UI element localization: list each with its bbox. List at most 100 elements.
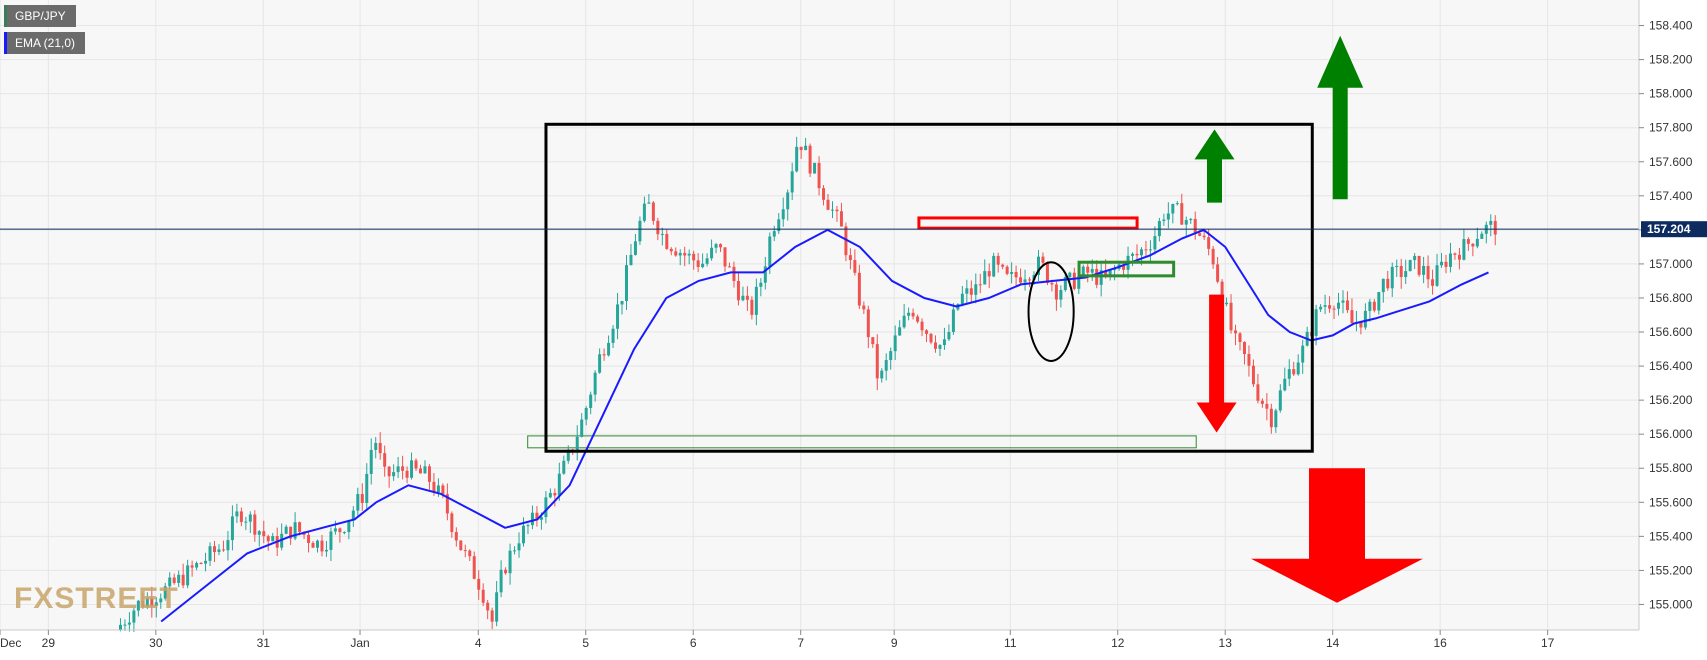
candle-body	[320, 540, 324, 552]
candle-body	[1493, 220, 1497, 235]
y-tick-label: 156.200	[1649, 393, 1693, 407]
candle-body	[1063, 277, 1067, 291]
candle-body	[1390, 266, 1394, 289]
candle-body	[1260, 400, 1264, 404]
candle-body	[1408, 260, 1412, 272]
legend-ema[interactable]: EMA (21,0)	[4, 32, 86, 54]
candle-body	[719, 244, 723, 248]
candle-body	[1234, 330, 1238, 334]
candle-body	[204, 560, 208, 564]
candle-body	[951, 309, 955, 333]
candle-body	[235, 511, 239, 517]
candle-body	[418, 468, 422, 474]
candle-body	[1274, 410, 1278, 428]
candle-body	[1296, 362, 1300, 375]
candle-body	[293, 522, 297, 539]
candle-body	[1444, 261, 1448, 267]
candle-body	[1086, 266, 1090, 273]
grid	[0, 0, 1639, 630]
candle-body	[289, 526, 293, 539]
candle-body	[495, 592, 499, 622]
candle-body	[136, 600, 140, 611]
candle-body	[947, 332, 951, 340]
candle-body	[521, 525, 525, 544]
candle-body	[1319, 306, 1323, 310]
resistance-zone	[917, 216, 1139, 230]
candle-body	[1359, 321, 1363, 328]
candle-body	[213, 546, 217, 553]
legend-symbol[interactable]: GBP/JPY	[4, 5, 76, 27]
ema-line-group	[160, 228, 1489, 623]
candle-body	[1489, 220, 1493, 225]
candle-body	[1207, 237, 1211, 249]
candle-body	[835, 209, 839, 212]
candle-body	[1005, 266, 1009, 274]
candle-body	[307, 534, 311, 543]
candle-body	[1292, 369, 1296, 375]
candle-body	[1328, 305, 1332, 309]
candle-body	[642, 203, 646, 221]
candle-body	[1153, 236, 1157, 250]
candle-body	[889, 351, 893, 361]
candle-body	[508, 550, 512, 574]
arrow-down-large	[1251, 468, 1423, 603]
candle-body	[1399, 265, 1403, 278]
candle-body	[1045, 262, 1049, 283]
candle-body	[1054, 284, 1058, 300]
candle-body	[813, 162, 817, 174]
candle-body	[1148, 249, 1152, 251]
candle-body	[786, 192, 790, 210]
candle-body	[410, 460, 414, 478]
candle-body	[1471, 243, 1475, 247]
candle-body	[1036, 256, 1040, 275]
candle-body	[141, 600, 145, 608]
candle-body	[1081, 266, 1085, 277]
arrow-down-small	[1196, 294, 1237, 433]
candle-body	[284, 526, 288, 534]
candle-body	[1229, 302, 1233, 331]
candle-body	[1104, 270, 1108, 277]
candle-body	[535, 512, 539, 520]
x-tick-label: 29	[42, 636, 56, 650]
candle-body	[844, 226, 848, 256]
candle-body	[607, 342, 611, 356]
candle-body	[759, 282, 763, 287]
candle-body	[862, 305, 866, 310]
candle-body	[857, 272, 861, 306]
candle-body	[1108, 270, 1112, 277]
candle-body	[660, 233, 664, 235]
candle-body	[1193, 218, 1197, 234]
candle-body	[1157, 220, 1161, 237]
reversal-ellipse	[1027, 261, 1075, 362]
legend-symbol-label: GBP/JPY	[15, 9, 66, 23]
candle-body	[472, 556, 476, 579]
x-tick-label: 9	[891, 636, 898, 650]
small-support-zone	[1077, 260, 1176, 278]
candle-body	[696, 260, 700, 268]
candle-body	[1139, 249, 1143, 256]
candle-body	[298, 522, 302, 532]
candle-body	[992, 255, 996, 277]
plot-area	[0, 0, 1639, 630]
candle-body	[969, 288, 973, 295]
candle-body	[871, 337, 875, 345]
candle-body	[414, 460, 418, 469]
candle-body	[387, 466, 391, 477]
candle-body	[893, 335, 897, 352]
candle-body	[624, 265, 628, 301]
candle-body	[1180, 203, 1184, 225]
candle-body	[1059, 290, 1063, 300]
candle-body	[378, 443, 382, 454]
candle-body	[481, 589, 485, 603]
x-tick-label: Dec	[0, 636, 21, 650]
candle-body	[1122, 264, 1126, 270]
candle-body	[907, 312, 911, 316]
candle-body	[1211, 248, 1215, 265]
candle-body	[459, 540, 463, 551]
candle-body	[589, 394, 593, 408]
candle-body	[1475, 238, 1479, 247]
candle-body	[1225, 302, 1229, 305]
candle-body	[163, 586, 167, 599]
candle-body	[1014, 272, 1018, 278]
